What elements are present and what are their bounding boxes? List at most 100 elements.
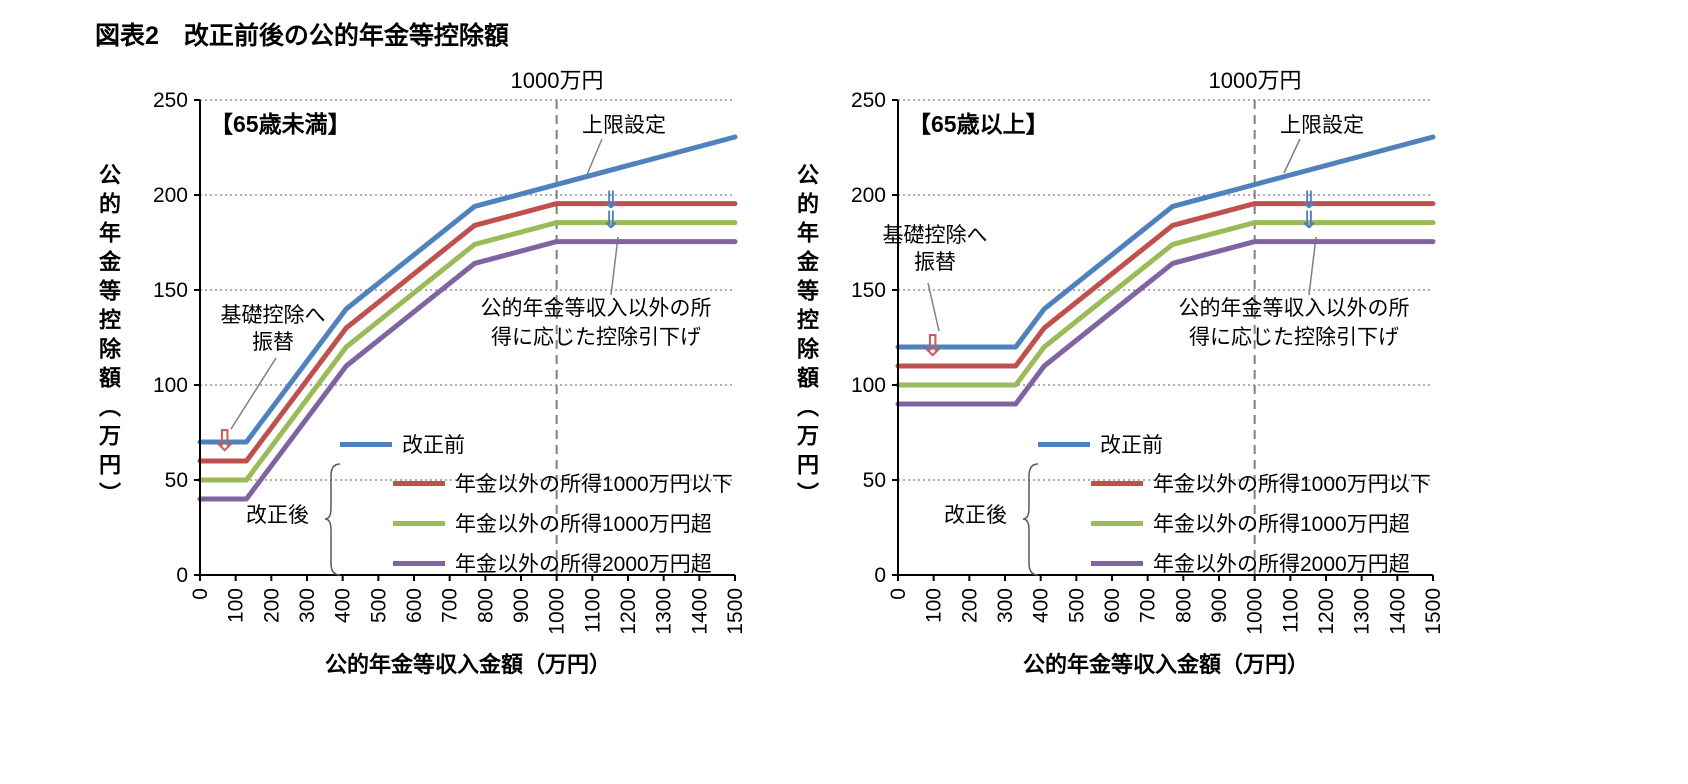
age-group-heading: 【65歳未満】 [210,111,351,137]
reduction-leader-line [610,236,619,296]
transfer-annotation-line2: 振替 [914,251,956,275]
svg-text:100: 100 [153,374,188,397]
svg-text:200: 200 [958,588,981,623]
legend-group-brace [324,463,341,576]
legend-label-before-revision: 改正前 [1100,434,1163,457]
svg-text:500: 500 [367,588,390,623]
svg-text:900: 900 [1208,588,1231,623]
x-axis-title: 公的年金等収入金額（万円） [324,652,611,677]
red-down-arrow-icon: ⇩ [920,330,946,363]
reduction-annotation-line1: 公的年金等収入以外の所 [480,297,712,320]
legend-label-other-income-under-10m: 年金以外の所得1000万円以下 [455,473,733,496]
red-down-arrow-icon: ⇩ [212,425,238,458]
svg-text:100: 100 [923,588,946,623]
svg-text:200: 200 [851,184,886,207]
transfer-leader-line [927,282,940,332]
reduction-annotation-line1: 公的年金等収入以外の所 [1178,297,1410,320]
legend-swatch-before-revision [1038,441,1090,447]
legend-group-label-after-revision: 改正後 [944,504,1007,527]
legend-group-label-after-revision: 改正後 [246,504,309,527]
chart-panel-under-65: 0 50 100 150 200 250 0 100 200 300 400 500 600 700 800… [90,55,810,755]
svg-text:500: 500 [1065,588,1088,623]
svg-text:1500: 1500 [1422,588,1445,635]
legend-item-before-revision: 改正前 [1038,429,1163,459]
svg-text:0: 0 [887,588,910,600]
svg-text:900: 900 [510,588,533,623]
svg-text:0: 0 [176,564,188,587]
transfer-annotation-line1: 基礎控除へ [882,224,988,247]
refline-label: 1000万円 [1208,68,1302,93]
svg-text:800: 800 [474,588,497,623]
svg-text:1300: 1300 [653,588,676,635]
svg-text:1400: 1400 [1386,588,1409,635]
reduction-annotation: 公的年金等収入以外の所 得に応じた控除引下げ [1118,294,1470,353]
legend-item-before-revision: 改正前 [340,429,465,459]
svg-text:200: 200 [153,184,188,207]
svg-text:0: 0 [189,588,212,600]
transfer-leader-line [230,357,277,430]
legend-swatch-before-revision [340,441,392,447]
legend-label-other-income-over-10m: 年金以外の所得1000万円超 [455,513,712,536]
reduction-annotation-line2: 得に応じた控除引下げ [1189,326,1399,350]
svg-text:200: 200 [260,588,283,623]
legend-label-other-income-over-20m: 年金以外の所得2000万円超 [1153,553,1410,576]
cap-annotation: 上限設定 [582,114,666,137]
svg-text:1000: 1000 [546,588,569,635]
chart-panel-over-65: 0 50 100 150 200 250 0 100 200 300 400 500 600 700 800… [788,55,1508,755]
legend-swatch-other-income-over-20m [1091,560,1143,566]
svg-text:250: 250 [153,89,188,112]
figure-title: 図表2 改正前後の公的年金等控除額 [95,22,509,50]
legend-item-other-income-over-20m: 年金以外の所得2000万円超 [1091,548,1410,578]
legend-label-other-income-over-10m: 年金以外の所得1000万円超 [1153,513,1410,536]
svg-text:1300: 1300 [1351,588,1374,635]
transfer-annotation: 基礎控除へ 振替 [198,302,348,357]
legend-item-other-income-under-10m: 年金以外の所得1000万円以下 [393,468,733,498]
svg-text:50: 50 [165,469,188,492]
reduction-annotation-line2: 得に応じた控除引下げ [491,326,701,350]
legend-item-other-income-under-10m: 年金以外の所得1000万円以下 [1091,468,1431,498]
transfer-annotation-line1: 基礎控除へ [220,304,326,327]
cap-annotation: 上限設定 [1280,114,1364,137]
blue-down-arrow-icon: ⇓ [600,207,622,235]
legend-swatch-other-income-under-10m [1091,480,1143,486]
legend-swatch-other-income-over-10m [393,520,445,526]
svg-text:50: 50 [863,469,886,492]
svg-text:300: 300 [994,588,1017,623]
reduction-annotation: 公的年金等収入以外の所 得に応じた控除引下げ [420,294,772,353]
svg-text:100: 100 [225,588,248,623]
svg-text:100: 100 [851,374,886,397]
reduction-arrows: ⇓ ⇓ [1294,187,1324,235]
svg-text:1000: 1000 [1244,588,1267,635]
svg-text:1500: 1500 [724,588,747,635]
svg-text:150: 150 [153,279,188,302]
svg-text:1400: 1400 [688,588,711,635]
y-axis-title: 公的年金等控除額（万円） [794,163,819,511]
legend-label-before-revision: 改正前 [402,434,465,457]
legend-item-other-income-over-20m: 年金以外の所得2000万円超 [393,548,712,578]
blue-down-arrow-icon: ⇓ [600,187,622,214]
svg-text:250: 250 [851,89,886,112]
reduction-leader-line [1308,236,1317,296]
line-chart-under-65: 0 50 100 150 200 250 0 100 200 300 400 500 600 700 800… [153,89,747,635]
legend-swatch-other-income-under-10m [393,480,445,486]
refline-label: 1000万円 [510,68,604,93]
cap-leader-line [585,138,603,178]
blue-down-arrow-icon: ⇓ [1298,207,1320,235]
svg-text:1200: 1200 [1315,588,1338,635]
legend-swatch-other-income-over-10m [1091,520,1143,526]
cap-leader-line [1283,138,1301,174]
svg-text:150: 150 [851,279,886,302]
svg-text:700: 700 [1137,588,1160,623]
svg-text:700: 700 [439,588,462,623]
transfer-annotation-line2: 振替 [252,331,294,355]
legend-label-other-income-over-20m: 年金以外の所得2000万円超 [455,553,712,576]
line-chart-over-65: 0 50 100 150 200 250 0 100 200 300 400 500 600 700 800… [851,89,1445,635]
y-axis-title: 公的年金等控除額（万円） [96,163,121,511]
svg-text:300: 300 [296,588,319,623]
transfer-annotation: 基礎控除へ 振替 [860,222,1010,277]
svg-text:1100: 1100 [1279,588,1302,633]
svg-text:1100: 1100 [581,588,604,633]
svg-text:400: 400 [1030,588,1053,623]
blue-down-arrow-icon: ⇓ [1298,187,1320,214]
age-group-heading: 【65歳以上】 [908,111,1049,137]
